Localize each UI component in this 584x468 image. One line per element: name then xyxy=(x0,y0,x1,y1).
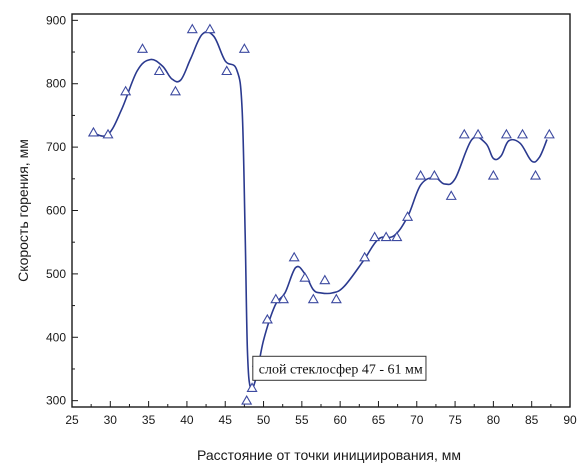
y-tick-label: 800 xyxy=(46,77,66,91)
x-tick-label: 80 xyxy=(487,413,501,427)
axis-ticks: 25 30 35 40 45 50 55 60 65 70 75 80 85 90 300 400 500 600… xyxy=(46,13,577,427)
x-tick-label: 85 xyxy=(525,413,539,427)
data-point-triangle xyxy=(288,251,300,262)
y-tick-label: 600 xyxy=(46,204,66,218)
data-point-triangle xyxy=(277,293,290,304)
x-tick-label: 45 xyxy=(219,413,233,427)
data-point-triangle xyxy=(246,382,258,392)
plot-frame xyxy=(71,13,571,408)
data-point-triangle xyxy=(319,274,331,285)
x-tick-label: 60 xyxy=(333,413,347,427)
data-point-triangle xyxy=(380,231,392,242)
data-point-triangle xyxy=(445,190,457,200)
x-tick-label: 90 xyxy=(563,413,577,427)
data-point-triangle xyxy=(307,293,319,304)
data-point-triangle xyxy=(458,128,470,139)
data-point-triangle xyxy=(87,126,100,137)
x-tick-label: 35 xyxy=(142,413,156,427)
data-point-triangle xyxy=(402,211,414,221)
y-axis-title: Скорость горения, мм xyxy=(15,139,31,282)
y-tick-label: 400 xyxy=(46,330,66,344)
y-tick-label: 300 xyxy=(46,394,66,408)
x-tick-label: 40 xyxy=(180,413,194,427)
x-axis-title: Расстояние от точки инициирования, мм xyxy=(197,447,461,463)
data-point-triangle xyxy=(359,251,371,262)
data-point-triangle xyxy=(102,128,114,139)
data-point-triangle xyxy=(299,271,311,282)
data-point-triangle xyxy=(153,65,165,76)
data-point-triangle xyxy=(270,293,282,304)
data-point-triangle xyxy=(529,169,542,180)
data-point-triangle xyxy=(238,43,250,53)
data-point-triangle xyxy=(221,65,233,76)
x-tick-label: 30 xyxy=(104,413,118,427)
data-point-triangle xyxy=(391,231,403,242)
data-points xyxy=(87,23,555,405)
data-point-triangle xyxy=(487,169,499,180)
data-point-triangle xyxy=(516,128,529,139)
data-point-triangle xyxy=(120,85,132,96)
fit-curve xyxy=(93,31,548,391)
x-tick-label: 55 xyxy=(295,413,309,427)
data-point-triangle xyxy=(136,43,149,53)
y-tick-label: 700 xyxy=(46,140,66,154)
data-point-triangle xyxy=(186,23,198,34)
data-point-triangle xyxy=(428,169,440,180)
data-point-triangle xyxy=(543,128,555,139)
annotation-box xyxy=(252,355,427,381)
data-point-triangle xyxy=(261,313,273,324)
data-point-triangle xyxy=(472,128,484,139)
data-point-triangle xyxy=(369,231,381,242)
smoothed-series-line xyxy=(93,31,548,391)
x-tick-label: 70 xyxy=(410,413,424,427)
x-tick-label: 50 xyxy=(257,413,271,427)
data-point-triangle xyxy=(204,23,216,34)
data-point-triangle xyxy=(330,293,342,304)
data-point-triangle xyxy=(241,394,253,405)
glass-sphere-layer-annotation: слой стеклосфер 47 - 61 мм xyxy=(252,355,427,381)
x-tick-label: 75 xyxy=(448,413,462,427)
data-point-triangle xyxy=(169,85,181,96)
data-point-triangle xyxy=(415,169,427,180)
y-tick-label: 900 xyxy=(46,13,66,27)
x-tick-label: 25 xyxy=(65,413,79,427)
x-tick-label: 65 xyxy=(372,413,386,427)
y-tick-label: 500 xyxy=(46,267,66,281)
data-point-triangle xyxy=(500,128,512,139)
annotation-label: слой стеклосфер 47 - 61 мм xyxy=(259,362,423,377)
